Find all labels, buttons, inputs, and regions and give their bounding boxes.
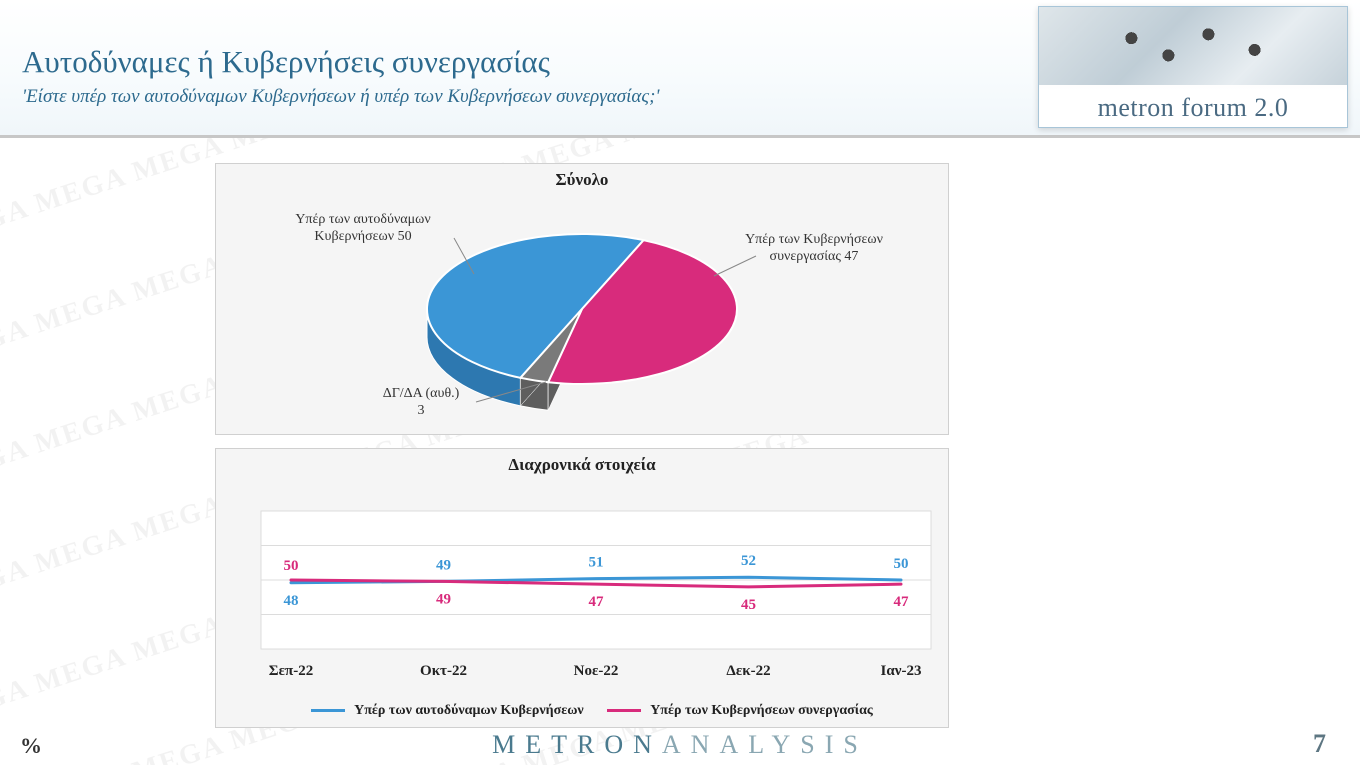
page-number: 7 [1313,729,1326,759]
svg-text:49: 49 [436,591,451,607]
svg-text:51: 51 [589,555,604,571]
page-title: Αυτοδύναμες ή Κυβερνήσεις συνεργασίας [22,44,550,80]
svg-text:52: 52 [741,553,756,569]
svg-text:48: 48 [284,593,299,609]
pie-slice-label-1-line2: συνεργασίας 47 [770,249,859,264]
brand-logo-text: metron forum 2.0 [1039,93,1347,123]
pie-slice-label-2: ΔΓ/ΔΑ (αυθ.) 3 [361,386,481,420]
svg-text:50: 50 [284,558,299,574]
line-chart-svg: 48 49 51 52 50 50 49 47 45 47 [216,449,948,727]
legend-swatch-a [311,709,345,712]
svg-text:47: 47 [589,594,605,610]
svg-text:47: 47 [894,594,910,610]
svg-text:50: 50 [894,556,909,572]
percent-symbol: % [20,733,42,759]
pie-slice-label-2-line2: 3 [418,403,425,418]
svg-text:49: 49 [436,557,451,573]
pie-slice-label-1-line1: Υπέρ των Κυβερνήσεων [745,232,883,247]
pie-slice-label-0-line2: Κυβερνήσεων 50 [314,229,411,244]
x-tick-label: Οκτ-22 [420,663,467,680]
pie-slice-label-1: Υπέρ των Κυβερνήσεων συνεργασίας 47 [724,232,904,266]
line-chart-panel: Διαχρονικά στοιχεία 48495152505049474547… [215,448,949,728]
x-tick-label: Σεπ-22 [269,663,313,680]
pie-slice-label-0-line1: Υπέρ των αυτοδύναμων [295,212,430,227]
brand-logo-box: metron forum 2.0 [1038,6,1348,128]
pie-slice-label-2-line1: ΔΓ/ΔΑ (αυθ.) [383,386,460,401]
svg-text:45: 45 [741,597,756,613]
footer-brand: METRONANALYSIS [0,730,1360,760]
footer-brand-b: ANALYSIS [662,730,868,759]
page-subtitle: 'Είστε υπέρ των αυτοδύναμων Κυβερνήσεων … [22,86,659,108]
legend-label-a: Υπέρ των αυτοδύναμων Κυβερνήσεων [354,703,584,718]
footer-brand-a: METRON [492,730,662,759]
pie-chart-panel: Σύνολο Υπέρ των αυτοδύναμων Κυβερνήσεων … [215,163,949,435]
pie-chart-svg [216,164,948,434]
legend-label-b: Υπέρ των Κυβερνήσεων συνεργασίας [650,703,873,718]
x-tick-label: Ιαν-23 [881,663,922,680]
x-tick-label: Νοε-22 [574,663,619,680]
brand-logo-image [1039,7,1347,85]
x-tick-label: Δεκ-22 [726,663,770,680]
pie-slice-label-0: Υπέρ των αυτοδύναμων Κυβερνήσεων 50 [268,212,458,246]
slide-header: Αυτοδύναμες ή Κυβερνήσεις συνεργασίας 'Ε… [0,0,1360,138]
line-chart-legend: Υπέρ των αυτοδύναμων Κυβερνήσεων Υπέρ τω… [216,703,948,719]
legend-swatch-b [607,709,641,712]
